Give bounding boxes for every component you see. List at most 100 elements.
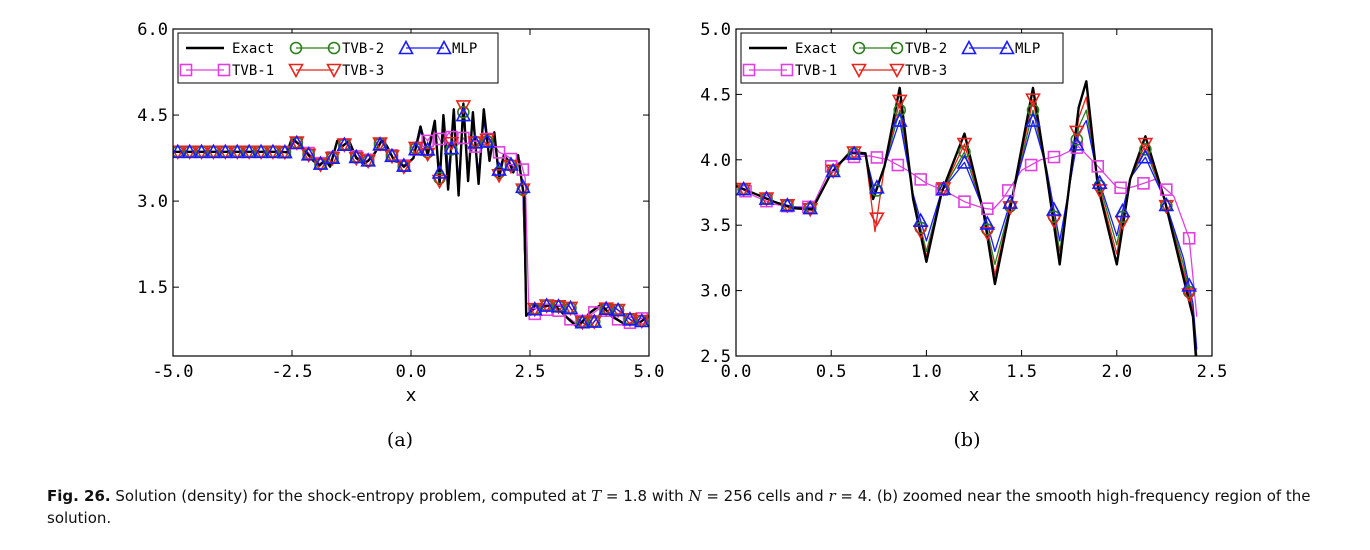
point-tvb-3-20 [1181,288,1197,303]
point-mlp-18 [384,147,400,163]
x-tick-label-4: 5.0 [634,362,665,382]
point-mlp-20 [1181,277,1197,292]
point-tvb-2-28 [504,158,518,172]
point-mlp-2 [779,197,796,212]
legend-label-tvb-3: TVB-3 [342,63,384,79]
caption-math-r-value: = 4 [835,487,868,505]
point-mlp-9 [935,180,952,196]
plot-area [736,80,1198,356]
point-mlp-8 [265,143,281,159]
series-line-exact [173,102,649,329]
point-tvb-1-16 [1091,160,1105,173]
point-tvb-3-7 [891,94,908,110]
legend-marker-tvb-1-r [780,63,794,77]
point-mlp-22 [431,164,448,179]
point-tvb-1-12 [1001,184,1015,197]
point-tvb-1-37 [611,312,625,326]
point-mlp-16 [360,152,377,167]
point-mlp-6 [241,143,258,159]
point-tvb-1-8 [914,173,927,186]
legend-marker-tvb-3-l [288,63,304,79]
point-mlp-6 [869,179,885,194]
figure-caption: Fig. 26. Solution (density) for the shoc… [47,485,1327,529]
point-mlp-37 [610,301,626,317]
point-tvb-3-19 [1158,199,1175,215]
legend-label-mlp: MLP [452,41,477,57]
x-tick-label-3: 1.5 [1006,362,1037,382]
point-mlp-26 [479,133,496,148]
legend-marker-tvb-2-r [890,41,904,55]
point-mlp-13 [324,149,341,164]
point-tvb-3-3 [802,202,819,218]
legend-box [740,32,1064,84]
point-tvb-1-20 [1182,231,1196,245]
point-mlp-17 [372,136,388,151]
y-tick-label-3: 4.0 [700,151,731,171]
x-tick-label-3: 2.5 [515,362,546,382]
y-tick-label-1: 3.0 [700,282,731,302]
point-tvb-3-10 [956,137,973,153]
point-mlp-29 [515,178,531,194]
point-mlp-7 [253,143,269,159]
legend-marker-tvb-3-l [851,63,867,79]
point-tvb-2-15 [1070,133,1084,146]
legend-marker-tvb-3-r [326,63,342,79]
point-tvb-2-24 [457,105,470,119]
y-tick-label-0: 1.5 [137,278,168,298]
point-mlp-9 [277,143,293,159]
legend-marker-tvb-2-l [289,41,303,55]
point-mlp-15 [1068,136,1085,151]
x-tick-label-2: 0.0 [396,362,427,382]
x-tick-label-1: 0.5 [816,362,847,382]
point-mlp-15 [348,148,365,164]
legend-marker-tvb-1-l [179,63,193,77]
figure: -5.0 -2.5 0.0 2.5 5.01.53.04.56.0x(a)Exact TV… [137,20,1227,451]
legend-label-mlp: MLP [1015,41,1040,57]
point-tvb-1-13 [1024,158,1038,172]
legend-marker-tvb-3-r [889,63,905,79]
series-line-tvb-3 [173,105,649,328]
point-tvb-3-15 [1068,125,1085,141]
point-tvb-3-13 [1025,93,1041,108]
point-mlp-10 [956,154,973,169]
point-mlp-35 [586,313,603,328]
point-tvb-3-29 [515,183,531,198]
legend-label-exact: Exact [795,41,837,57]
legend-label-tvb-3: TVB-3 [905,63,947,79]
chart-panel-a: -5.0 -2.5 0.0 2.5 5.0 1.5 3.0 4.5 6.0 x (a) Exact TV… [137,20,664,451]
point-tvb-3-24 [455,100,472,115]
legend-label-tvb-2: TVB-2 [342,41,384,57]
caption-math-r: r [828,487,836,505]
legend-marker-tvb-1-l [742,63,756,77]
point-tvb-1-27 [492,146,506,159]
point-tvb-1-18 [1137,177,1150,190]
point-tvb-3-11 [979,226,996,242]
point-mlp-21 [419,141,436,156]
point-tvb-3-19 [396,160,412,175]
point-tvb-3-6 [869,212,885,227]
point-tvb-1-7 [891,158,905,172]
point-mlp-7 [891,112,908,127]
legend-marker-mlp-r [999,39,1015,55]
caption-text-a: Solution (density) for the shock-entropy… [115,487,592,505]
point-tvb-1-28 [504,152,518,166]
y-tick-label-3: 6.0 [137,20,168,40]
point-mlp-25 [467,134,484,149]
x-tick-label-1: -2.5 [272,362,313,382]
point-tvb-2-23 [445,143,458,156]
point-tvb-3-28 [503,159,519,175]
point-mlp-31 [538,297,555,312]
point-tvb-3-15 [348,151,365,167]
y-tick-label-5: 5.0 [700,20,731,40]
point-tvb-3-12 [312,158,329,173]
point-mlp-12 [1002,194,1019,209]
x-tick-label-0: 0.0 [721,362,752,382]
point-mlp-2 [193,143,210,159]
point-mlp-5 [229,143,246,159]
point-mlp-33 [562,299,579,315]
point-mlp-27 [491,161,507,176]
point-mlp-28 [503,156,519,171]
legend-marker-mlp-l [961,39,977,55]
point-mlp-1 [758,190,775,205]
chart-panel-b: 0.0 0.5 1.0 1.5 2.0 2.5 2.5 3.0 3.5 4.0 4.5 5.0 x (b)… [700,20,1227,451]
